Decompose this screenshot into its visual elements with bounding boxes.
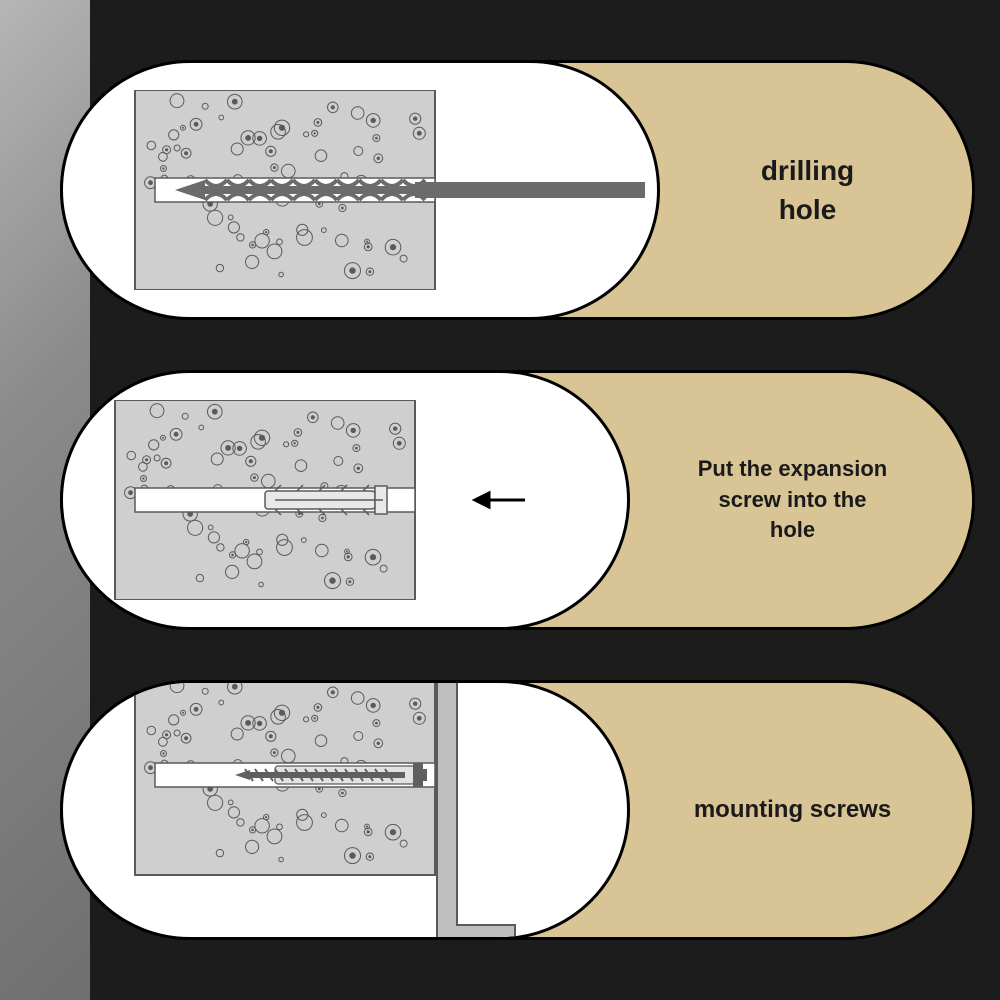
step-label: Put the expansionscrew into thehole (630, 370, 975, 630)
drill-illustration (75, 90, 645, 290)
step-row-step1: drillinghole (60, 60, 975, 320)
illustration-panel (60, 680, 630, 940)
step-row-step3: mounting screws (60, 680, 975, 940)
illustration-panel (60, 60, 660, 320)
illustration-panel (60, 370, 630, 630)
step-label: mounting screws (630, 680, 975, 940)
anchor-illustration (75, 400, 615, 600)
screw-illustration (75, 680, 615, 940)
step-label: drillinghole (660, 60, 975, 320)
step-row-step2: Put the expansionscrew into thehole (60, 370, 975, 630)
